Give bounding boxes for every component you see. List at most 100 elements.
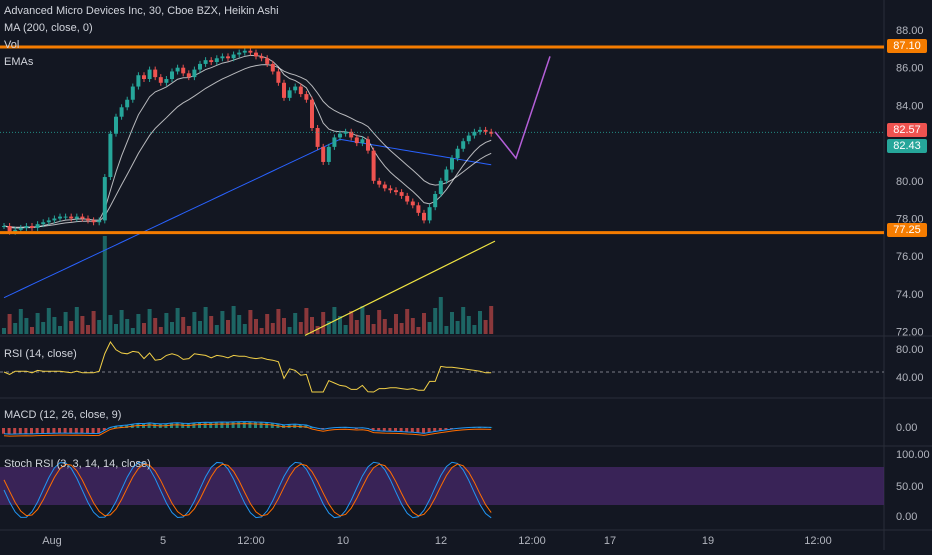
volume-bar — [478, 311, 482, 334]
candle-body — [176, 68, 180, 72]
volume-bar — [400, 323, 404, 334]
volume-bar — [192, 312, 196, 334]
volume-bar — [187, 326, 191, 334]
macd-histogram-bar — [215, 422, 218, 428]
macd-histogram-bar — [265, 423, 268, 428]
volume-bar — [304, 308, 308, 334]
candle-body — [120, 107, 124, 116]
candle-body — [103, 177, 107, 220]
macd-histogram-bar — [243, 422, 246, 428]
volume-bar — [181, 317, 185, 334]
candle-body — [86, 219, 90, 221]
candle-body — [8, 226, 12, 232]
volume-bar — [416, 327, 420, 334]
stoch-title[interactable]: Stoch RSI (3, 3, 14, 14, close) — [4, 458, 151, 470]
last-price-tag: 82.57 — [887, 123, 927, 137]
volume-bar — [461, 307, 465, 334]
volume-bar — [484, 320, 488, 334]
macd-histogram-bar — [254, 422, 257, 428]
candle-body — [383, 185, 387, 189]
time-axis-label: 19 — [702, 535, 714, 547]
stoch-tick-label: 100.00 — [896, 449, 930, 461]
volume-bar — [30, 327, 34, 334]
candle-body — [215, 58, 219, 62]
volume-bar — [164, 313, 168, 334]
candle-body — [125, 100, 129, 108]
macd-histogram-bar — [41, 428, 44, 433]
candle-body — [271, 64, 275, 72]
candle-body — [355, 137, 359, 143]
rsi-title[interactable]: RSI (14, close) — [4, 348, 77, 360]
volume-bar — [411, 318, 415, 334]
candle-body — [484, 130, 488, 132]
candle-body — [80, 217, 84, 219]
candle-body — [220, 56, 224, 58]
candle-body — [450, 158, 454, 169]
candle-body — [19, 228, 23, 230]
candle-body — [288, 90, 292, 98]
volume-bar — [467, 316, 471, 334]
volume-bar — [254, 319, 258, 334]
candle-body — [181, 68, 185, 74]
emas-study-label[interactable]: EMAs — [4, 56, 33, 68]
candle-body — [428, 207, 432, 220]
trend-line — [305, 241, 495, 335]
macd-histogram-bar — [226, 422, 229, 428]
volume-bar — [405, 309, 409, 334]
ma-study-label[interactable]: MA (200, close, 0) — [4, 22, 93, 34]
candle-body — [170, 71, 174, 79]
volume-bar — [444, 326, 448, 334]
volume-bar — [153, 318, 157, 334]
time-axis-label: Aug — [42, 535, 62, 547]
volume-bar — [108, 315, 112, 334]
candle-body — [97, 220, 101, 222]
volume-bar — [388, 328, 392, 334]
candle-body — [444, 169, 448, 180]
volume-bar — [97, 320, 101, 334]
candle-body — [187, 73, 191, 77]
volume-bar — [321, 312, 325, 334]
volume-bar — [372, 324, 376, 334]
candle-body — [108, 134, 112, 177]
candle-body — [405, 196, 409, 202]
macd-histogram-bar — [24, 428, 27, 434]
volume-bar — [24, 318, 28, 334]
candle-body — [41, 222, 45, 224]
volume-bar — [136, 314, 140, 334]
candle-body — [92, 220, 96, 222]
volume-bar — [394, 314, 398, 334]
price-tick-label: 76.00 — [896, 251, 924, 263]
volume-bar — [422, 313, 426, 334]
macd-histogram-bar — [428, 428, 431, 432]
candle-body — [52, 219, 56, 221]
candle-body — [416, 205, 420, 213]
macd-histogram-bar — [176, 423, 179, 428]
forecast-path — [495, 56, 550, 158]
volume-bar — [41, 322, 45, 334]
candle-body — [159, 77, 163, 83]
volume-bar — [237, 315, 241, 334]
candle-body — [192, 70, 196, 78]
volume-bar — [299, 322, 303, 334]
candle-body — [243, 51, 247, 53]
time-axis-label: 12:00 — [518, 535, 546, 547]
macd-histogram-bar — [58, 428, 61, 433]
time-axis-label: 12 — [435, 535, 447, 547]
volume-bar — [276, 309, 280, 334]
candle-body — [388, 188, 392, 190]
candle-body — [198, 64, 202, 70]
time-axis-label: 17 — [604, 535, 616, 547]
candle-body — [316, 128, 320, 147]
volume-bar — [265, 314, 269, 334]
volume-bar — [344, 325, 348, 334]
macd-title[interactable]: MACD (12, 26, close, 9) — [4, 409, 121, 421]
vol-study-label[interactable]: Vol — [4, 39, 19, 51]
time-axis-label: 12:00 — [237, 535, 265, 547]
candle-body — [338, 134, 342, 138]
macd-histogram-bar — [204, 422, 207, 428]
candle-body — [282, 83, 286, 98]
candle-body — [148, 70, 152, 79]
volume-bar — [366, 315, 370, 334]
volume-bar — [125, 319, 129, 334]
